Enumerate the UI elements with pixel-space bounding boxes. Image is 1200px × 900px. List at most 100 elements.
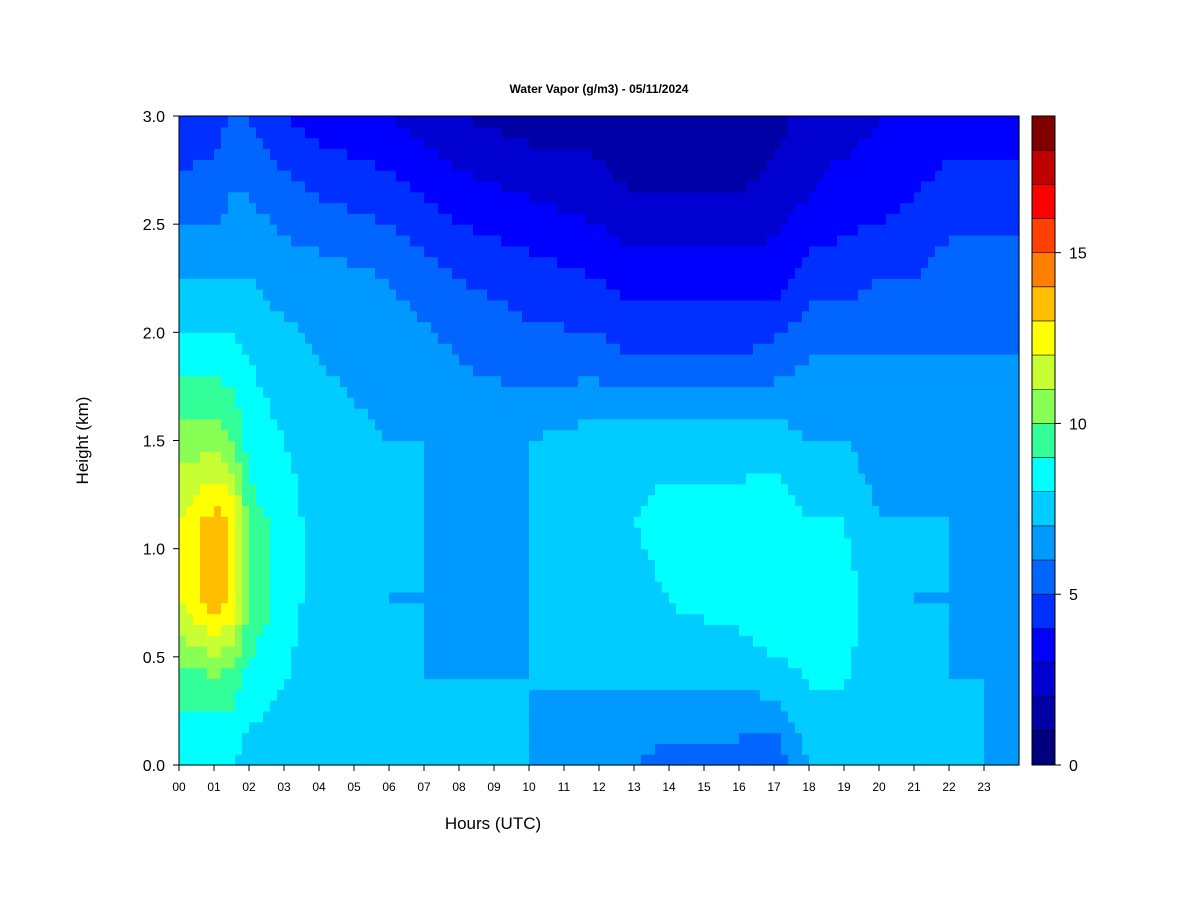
heatmap-cell	[256, 635, 264, 647]
heatmap-cell	[690, 202, 698, 214]
heatmap-cell	[641, 516, 649, 528]
heatmap-cell	[284, 689, 292, 701]
heatmap-cell	[459, 581, 467, 593]
heatmap-cell	[669, 462, 677, 474]
heatmap-cell	[711, 418, 719, 431]
heatmap-cell	[459, 343, 467, 355]
heatmap-cell	[480, 483, 488, 496]
heatmap-cell	[466, 505, 474, 517]
heatmap-cell	[508, 267, 516, 279]
heatmap-cell	[627, 581, 635, 593]
heatmap-cell	[179, 170, 187, 182]
heatmap-cell	[620, 678, 628, 690]
heatmap-cell	[536, 451, 544, 463]
heatmap-cell	[256, 386, 264, 398]
heatmap-cell	[683, 332, 691, 344]
heatmap-cell	[557, 732, 565, 744]
heatmap-cell	[312, 505, 320, 517]
heatmap-cell	[333, 613, 341, 625]
heatmap-cell	[704, 159, 712, 171]
heatmap-cell	[438, 537, 446, 550]
heatmap-cell	[452, 245, 460, 258]
heatmap-cell	[536, 321, 544, 333]
heatmap-cell	[494, 213, 502, 225]
heatmap-cell	[235, 202, 243, 214]
heatmap-cell	[599, 624, 607, 636]
heatmap-cell	[550, 126, 558, 139]
heatmap-cell	[725, 408, 733, 420]
heatmap-cell	[732, 137, 740, 150]
heatmap-cell	[354, 170, 362, 182]
heatmap-cell	[277, 137, 285, 150]
heatmap-cell	[599, 299, 607, 312]
heatmap-cell	[557, 700, 565, 712]
heatmap-cell	[578, 364, 586, 377]
heatmap-cell	[326, 191, 334, 204]
heatmap-cell	[361, 613, 369, 625]
heatmap-cell	[424, 429, 432, 442]
heatmap-cell	[375, 267, 383, 279]
heatmap-cell	[578, 559, 586, 571]
heatmap-cell	[375, 278, 383, 290]
heatmap-cell	[410, 472, 418, 485]
heatmap-cell	[263, 472, 271, 485]
heatmap-cell	[466, 581, 474, 593]
heatmap-cell	[662, 635, 670, 647]
heatmap-cell	[480, 278, 488, 290]
heatmap-cell	[389, 732, 397, 744]
heatmap-cell	[480, 678, 488, 690]
heatmap-cell	[403, 267, 411, 279]
heatmap-cell	[704, 527, 712, 539]
heatmap-cell	[487, 721, 495, 734]
heatmap-cell	[571, 710, 579, 723]
heatmap-cell	[340, 559, 348, 571]
heatmap-cell	[417, 602, 425, 615]
heatmap-cell	[599, 375, 607, 388]
heatmap-cell	[459, 591, 467, 604]
heatmap-cell	[319, 559, 327, 571]
heatmap-cell	[256, 202, 264, 214]
heatmap-cell	[536, 289, 544, 301]
heatmap-cell	[704, 267, 712, 279]
heatmap-cell	[326, 548, 334, 561]
heatmap-cell	[697, 224, 705, 236]
heatmap-cell	[739, 689, 747, 701]
heatmap-cell	[375, 364, 383, 377]
heatmap-cell	[522, 267, 530, 279]
heatmap-cell	[326, 429, 334, 442]
heatmap-cell	[361, 267, 369, 279]
heatmap-cell	[578, 440, 586, 452]
heatmap-cell	[648, 170, 656, 182]
heatmap-cell	[697, 710, 705, 723]
heatmap-cell	[326, 310, 334, 323]
heatmap-cell	[592, 516, 600, 528]
heatmap-cell	[690, 278, 698, 290]
heatmap-cell	[396, 386, 404, 398]
heatmap-cell	[739, 743, 747, 755]
heatmap-cell	[634, 646, 642, 658]
heatmap-cell	[529, 126, 537, 139]
heatmap-cell	[655, 267, 663, 279]
heatmap-cell	[214, 440, 222, 452]
heatmap-cell	[487, 678, 495, 690]
heatmap-cell	[627, 137, 635, 150]
heatmap-cell	[508, 635, 516, 647]
heatmap-cell	[354, 191, 362, 204]
heatmap-cell	[403, 213, 411, 225]
heatmap-cell	[452, 440, 460, 452]
heatmap-cell	[319, 343, 327, 355]
heatmap-cell	[711, 646, 719, 658]
heatmap-cell	[228, 548, 236, 561]
heatmap-cell	[270, 397, 278, 409]
heatmap-cell	[494, 148, 502, 160]
heatmap-cell	[249, 656, 257, 669]
heatmap-cell	[746, 559, 754, 571]
heatmap-cell	[319, 137, 327, 150]
heatmap-cell	[480, 418, 488, 431]
heatmap-cell	[312, 170, 320, 182]
heatmap-cell	[235, 170, 243, 182]
heatmap-cell	[417, 343, 425, 355]
heatmap-cell	[648, 137, 656, 150]
heatmap-cell	[606, 408, 614, 420]
heatmap-cell	[368, 559, 376, 571]
